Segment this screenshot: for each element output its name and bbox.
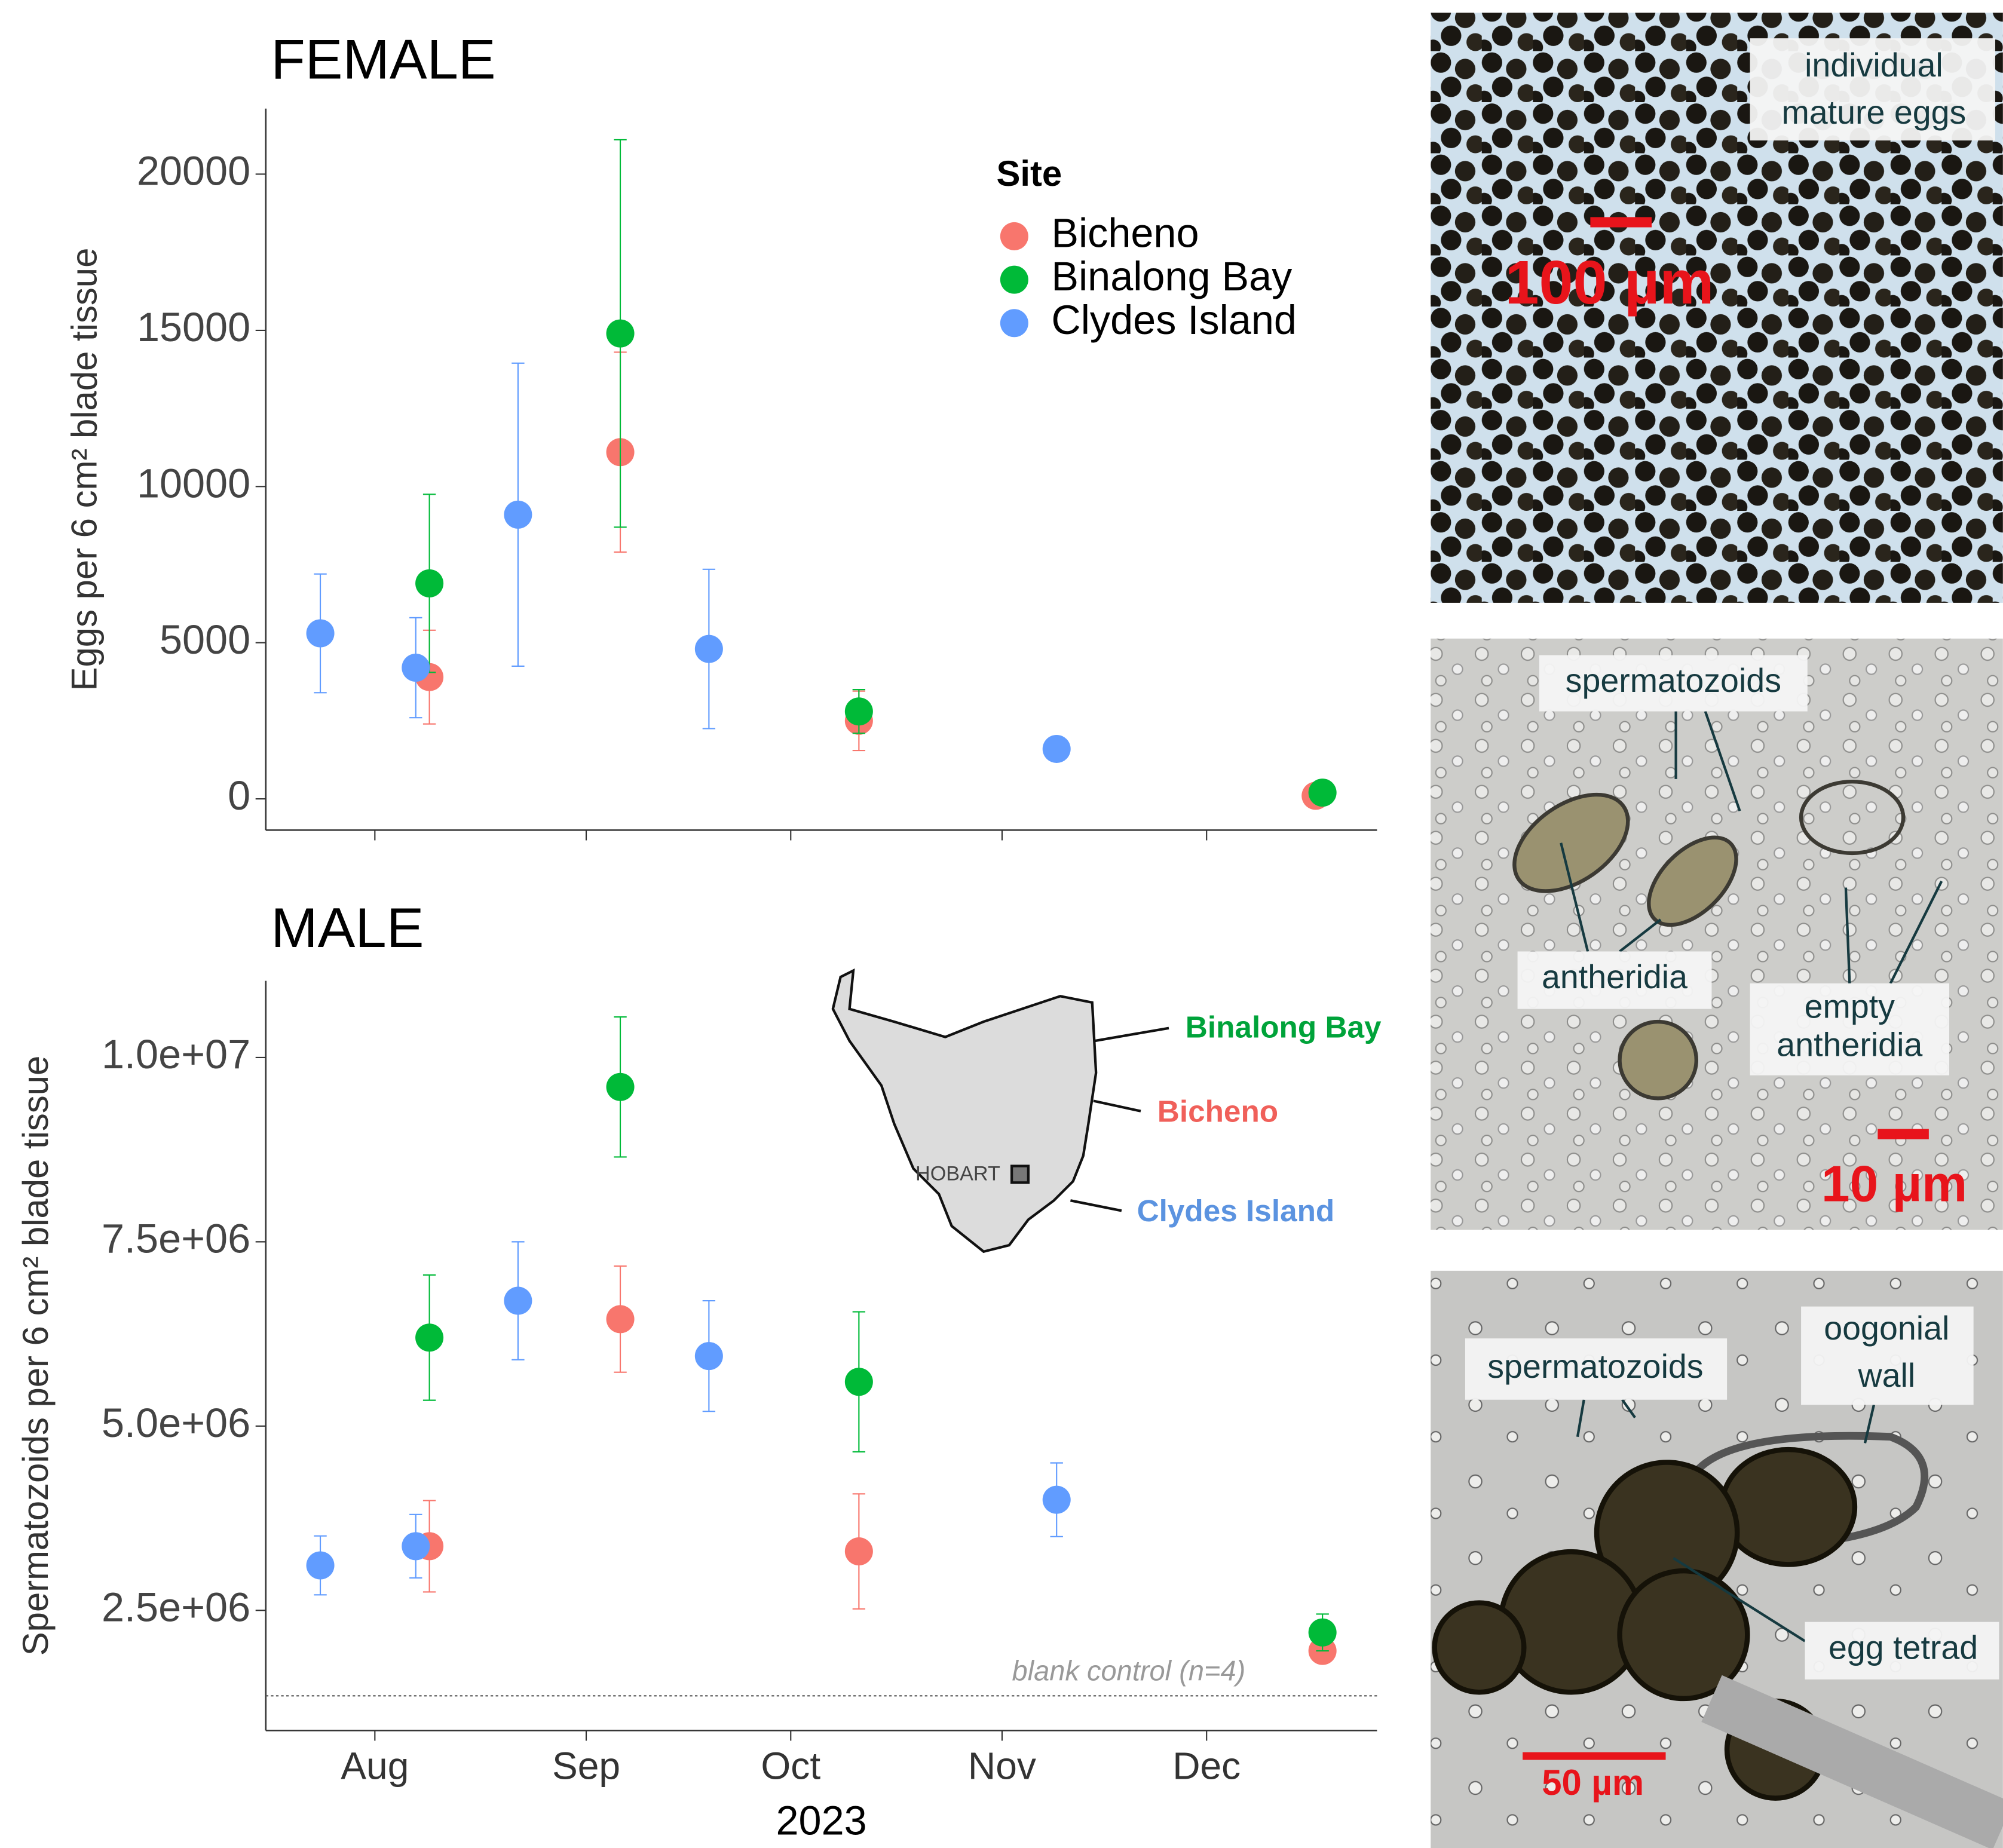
legend-swatch (1000, 222, 1028, 250)
y-axis-title: Spermatozoids per 6 cm² blade tissue (16, 1056, 56, 1656)
y-tick-label: 2.5e+06 (102, 1585, 250, 1630)
y-axis-title: Eggs per 6 cm² blade tissue (64, 248, 104, 691)
legend-swatch (1000, 309, 1028, 337)
legend-label: Bicheno (1051, 211, 1199, 256)
reference-label: blank control (n=4) (1012, 1654, 1246, 1686)
x-tick-label: Dec (1172, 1744, 1241, 1787)
city-marker (1012, 1166, 1028, 1183)
label-text: spermatozoids (1566, 662, 1781, 699)
point (607, 1305, 635, 1333)
scale-bar (1878, 1129, 1929, 1139)
site-label: Bicheno (1157, 1094, 1278, 1128)
label-text: mature eggs (1782, 94, 1967, 131)
y-tick-label: 5.0e+06 (102, 1400, 250, 1446)
point (845, 1537, 873, 1565)
legend-label: Clydes Island (1051, 298, 1297, 343)
scale-label: 50 µm (1542, 1763, 1644, 1803)
point (504, 1287, 532, 1315)
leader-line (1070, 1200, 1122, 1210)
city-label: HOBART (915, 1163, 1000, 1185)
leader-line (1095, 1028, 1169, 1041)
point (845, 1368, 873, 1396)
point (504, 501, 532, 529)
figure: Binalong Bay Bicheno Clydes Island HOBAR… (0, 0, 2003, 1848)
chart-title: FEMALE (271, 28, 495, 91)
label-text: empty (1805, 988, 1895, 1025)
label-text: egg tetrad (1829, 1629, 1978, 1666)
y-tick-label: 1.0e+07 (102, 1032, 250, 1077)
chart-title: MALE (271, 896, 424, 959)
y-tick-label: 15000 (137, 305, 250, 350)
point (307, 620, 335, 648)
x-tick-label: Aug (341, 1744, 409, 1787)
x-tick-label: Nov (968, 1744, 1036, 1787)
scale-bar (1590, 217, 1652, 227)
x-tick-label: Oct (761, 1744, 820, 1787)
y-tick-label: 5000 (160, 617, 250, 663)
antheridia-micrograph (1431, 639, 2003, 1230)
scale-bar (1523, 1752, 1665, 1760)
legend-label: Binalong Bay (1051, 254, 1293, 299)
y-tick-label: 0 (228, 773, 250, 819)
label-text: individual (1805, 47, 1943, 84)
point (1043, 735, 1071, 763)
point (1309, 779, 1337, 807)
y-tick-label: 7.5e+06 (102, 1216, 250, 1261)
point (845, 697, 873, 725)
site-label: Clydes Island (1137, 1194, 1335, 1228)
label-text: spermatozoids (1487, 1348, 1703, 1385)
point (1309, 1619, 1337, 1647)
point (695, 635, 723, 663)
point (415, 1323, 443, 1351)
label-text: antheridia (1777, 1026, 1922, 1063)
point (307, 1551, 335, 1579)
scale-label: 100 µm (1505, 248, 1714, 317)
label-text: oogonial (1824, 1310, 1949, 1347)
label-text: antheridia (1542, 958, 1687, 995)
y-tick-label: 10000 (137, 461, 250, 506)
point (607, 320, 635, 348)
point (402, 654, 430, 682)
x-axis-title: 2023 (776, 1798, 867, 1843)
y-tick-label: 20000 (137, 149, 250, 194)
tasmania-map: Binalong Bay Bicheno Clydes Island HOBAR… (833, 971, 1382, 1252)
point (607, 1073, 635, 1101)
point (415, 569, 443, 597)
x-tick-label: Sep (552, 1744, 620, 1787)
scale-label: 10 µm (1821, 1156, 1967, 1212)
island-outline (833, 971, 1096, 1252)
point (695, 1342, 723, 1370)
site-label: Binalong Bay (1186, 1010, 1382, 1044)
point (402, 1532, 430, 1560)
point (1043, 1486, 1071, 1514)
legend-swatch (1000, 266, 1028, 294)
legend-title: Site (996, 154, 1062, 194)
label-text: wall (1857, 1357, 1915, 1394)
leader-line (1094, 1101, 1141, 1111)
